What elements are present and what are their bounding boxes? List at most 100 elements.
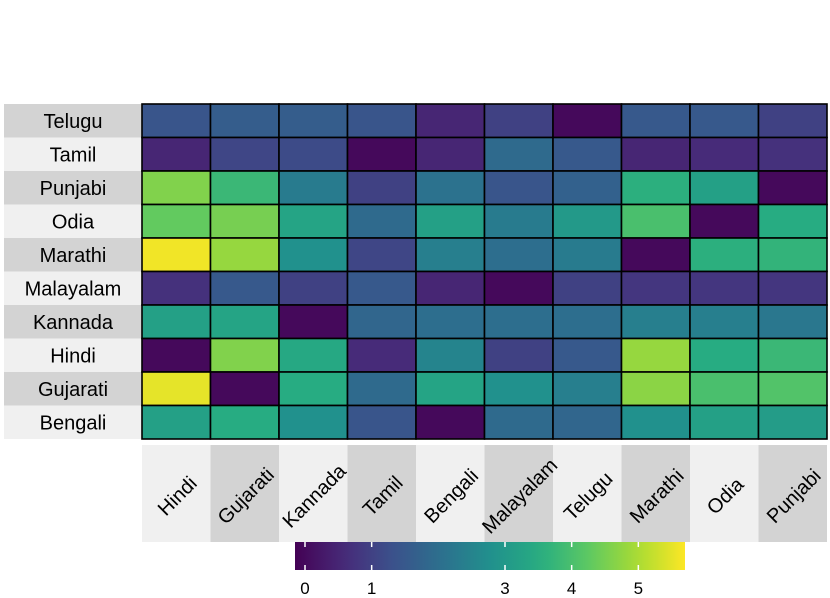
heatmap-cell bbox=[483, 103, 554, 139]
row-band bbox=[4, 338, 142, 372]
colorbar: 0 1 3 4 5 bbox=[295, 542, 685, 598]
heatmap-cell bbox=[141, 203, 212, 239]
heatmap-cell bbox=[141, 170, 212, 206]
heatmap-cell bbox=[209, 371, 280, 407]
heatmap-cell bbox=[620, 337, 691, 373]
heatmap-cell bbox=[346, 371, 417, 407]
heatmap-cell bbox=[141, 304, 212, 340]
row-band bbox=[4, 405, 142, 439]
heatmap-cell bbox=[141, 270, 212, 306]
heatmap-cell bbox=[689, 170, 760, 206]
row-label: Punjabi bbox=[40, 178, 107, 200]
heatmap-cell bbox=[757, 136, 828, 172]
heatmap-cell bbox=[346, 103, 417, 139]
row-label: Kannada bbox=[33, 312, 114, 334]
heatmap-cell bbox=[689, 103, 760, 139]
heatmap-cell bbox=[415, 270, 486, 306]
column-band bbox=[416, 445, 485, 542]
column-band bbox=[553, 445, 622, 542]
heatmap-cell bbox=[757, 203, 828, 239]
row-band bbox=[4, 204, 142, 238]
heatmap-cell bbox=[209, 270, 280, 306]
heatmap-cell bbox=[757, 170, 828, 206]
row-labels: Telugu Tamil Punjabi Odia Marathi Malayalam Ka… bbox=[25, 111, 122, 435]
heatmap-cell bbox=[278, 404, 349, 440]
heatmap-cell bbox=[620, 404, 691, 440]
heatmap-cell bbox=[415, 170, 486, 206]
column-band bbox=[347, 445, 416, 542]
heatmap-cell bbox=[346, 304, 417, 340]
heatmap-cell bbox=[552, 103, 623, 139]
row-band bbox=[4, 238, 142, 272]
heatmap-cell bbox=[278, 304, 349, 340]
heatmap-cell bbox=[346, 203, 417, 239]
heatmap-cell bbox=[689, 304, 760, 340]
heatmap-cell bbox=[415, 103, 486, 139]
heatmap-cell bbox=[346, 237, 417, 273]
heatmap-cell bbox=[278, 136, 349, 172]
heatmap-cell bbox=[620, 270, 691, 306]
heatmap-cell bbox=[209, 103, 280, 139]
row-band bbox=[4, 372, 142, 406]
heatmap-cell bbox=[552, 304, 623, 340]
heatmap-cell bbox=[757, 337, 828, 373]
heatmap-cell bbox=[141, 371, 212, 407]
row-label: Odia bbox=[52, 211, 95, 233]
column-label-bands bbox=[142, 445, 827, 542]
colorbar-tick-label: 1 bbox=[367, 579, 376, 598]
heatmap-cells bbox=[141, 103, 828, 440]
heatmap-cell bbox=[346, 270, 417, 306]
heatmap-cell bbox=[209, 337, 280, 373]
heatmap-cell bbox=[278, 270, 349, 306]
heatmap-cell bbox=[757, 404, 828, 440]
heatmap-cell bbox=[141, 103, 212, 139]
heatmap-cell bbox=[415, 371, 486, 407]
heatmap-cell bbox=[620, 371, 691, 407]
heatmap-cell bbox=[141, 404, 212, 440]
heatmap-cell bbox=[278, 103, 349, 139]
heatmap-cell bbox=[209, 136, 280, 172]
row-label: Tamil bbox=[50, 144, 97, 166]
heatmap-cell bbox=[689, 270, 760, 306]
row-band bbox=[4, 271, 142, 305]
heatmap-cell bbox=[552, 170, 623, 206]
heatmap-cell bbox=[415, 136, 486, 172]
heatmap-cell bbox=[483, 136, 554, 172]
heatmap-cell bbox=[620, 203, 691, 239]
heatmap-cell bbox=[141, 136, 212, 172]
row-band bbox=[4, 305, 142, 339]
heatmap-cell bbox=[278, 337, 349, 373]
heatmap-cell bbox=[483, 404, 554, 440]
column-band bbox=[142, 445, 211, 542]
heatmap-cell bbox=[483, 203, 554, 239]
heatmap-cell bbox=[552, 404, 623, 440]
heatmap-cell bbox=[552, 237, 623, 273]
row-label: Marathi bbox=[40, 245, 107, 267]
heatmap-cell bbox=[278, 170, 349, 206]
heatmap-cell bbox=[483, 371, 554, 407]
colorbar-gradient bbox=[295, 542, 685, 570]
colorbar-tick-label: 0 bbox=[300, 579, 309, 598]
heatmap-cell bbox=[689, 371, 760, 407]
heatmap-cell bbox=[552, 337, 623, 373]
column-band bbox=[690, 445, 759, 542]
heatmap-cell bbox=[483, 170, 554, 206]
heatmap-cell bbox=[757, 103, 828, 139]
row-label: Gujarati bbox=[38, 379, 108, 401]
row-band bbox=[4, 171, 142, 205]
column-band bbox=[210, 445, 279, 542]
heatmap-cell bbox=[689, 136, 760, 172]
heatmap-cell bbox=[415, 404, 486, 440]
heatmap-cell bbox=[757, 304, 828, 340]
heatmap-cell bbox=[689, 404, 760, 440]
heatmap-cell bbox=[346, 170, 417, 206]
column-band bbox=[758, 445, 827, 542]
heatmap-cell bbox=[209, 304, 280, 340]
heatmap-cell bbox=[757, 270, 828, 306]
heatmap-cell bbox=[415, 237, 486, 273]
heatmap-cell bbox=[415, 337, 486, 373]
heatmap-cell bbox=[620, 304, 691, 340]
row-label-bands bbox=[4, 104, 142, 439]
colorbar-tick-label: 3 bbox=[500, 579, 509, 598]
